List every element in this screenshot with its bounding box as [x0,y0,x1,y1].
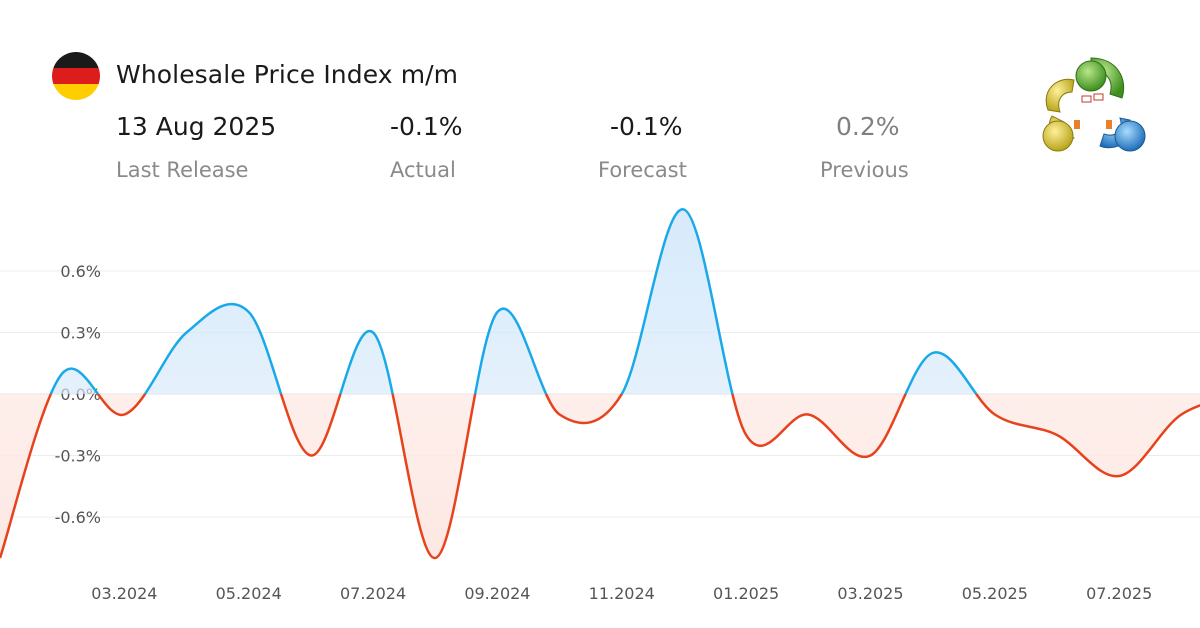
data-point [805,412,811,418]
negative-area [0,394,1200,559]
data-point [246,309,252,315]
indicator-title: Wholesale Price Index m/m [116,60,459,89]
data-point [494,309,500,315]
forecast-stat: -0.1% Forecast [598,112,687,182]
data-point [867,453,873,459]
x-tick-label: 07.2025 [1086,584,1152,603]
series-line-positive [49,208,978,394]
germany-flag-icon [52,52,100,100]
actual-label: Actual [390,158,456,182]
data-point [370,330,376,336]
positive-area [0,209,1200,394]
actual-stat: -0.1% Actual [390,112,463,182]
last-release-stat: 13 Aug 2025 Last Release [116,112,276,182]
previous-stat: 0.2% Previous [820,112,909,182]
previous-label: Previous [820,158,909,182]
x-tick-label: 05.2025 [962,584,1028,603]
y-tick-label: 0.6% [60,262,101,281]
y-tick-label: 0.3% [60,324,101,343]
data-point [930,350,936,356]
series-line-negative [0,394,1200,560]
data-point [681,207,687,213]
data-point [619,391,625,397]
data-point [59,371,65,377]
data-point [743,432,749,438]
data-point [308,453,314,459]
data-point [184,330,190,336]
data-point [121,412,127,418]
x-tick-label: 03.2024 [91,584,157,603]
metatrader-logo-icon [1030,50,1152,160]
x-tick-label: 01.2025 [713,584,779,603]
data-point [0,555,3,561]
x-tick-label: 05.2024 [216,584,282,603]
forecast-value: -0.1% [610,112,683,141]
x-tick-label: 11.2024 [589,584,655,603]
forecast-label: Forecast [598,158,687,182]
y-tick-label: -0.3% [55,447,101,466]
x-tick-label: 07.2024 [340,584,406,603]
x-tick-label: 09.2024 [464,584,530,603]
actual-value: -0.1% [390,112,463,141]
x-tick-label: 03.2025 [837,584,903,603]
last-release-label: Last Release [116,158,249,182]
data-point [432,555,438,561]
data-point [1178,412,1184,418]
data-point [557,412,563,418]
previous-value: 0.2% [836,112,900,141]
data-point [1116,473,1122,479]
data-point [992,412,998,418]
last-release-value: 13 Aug 2025 [116,112,277,141]
y-tick-label: -0.6% [55,508,101,527]
data-point [1054,432,1060,438]
